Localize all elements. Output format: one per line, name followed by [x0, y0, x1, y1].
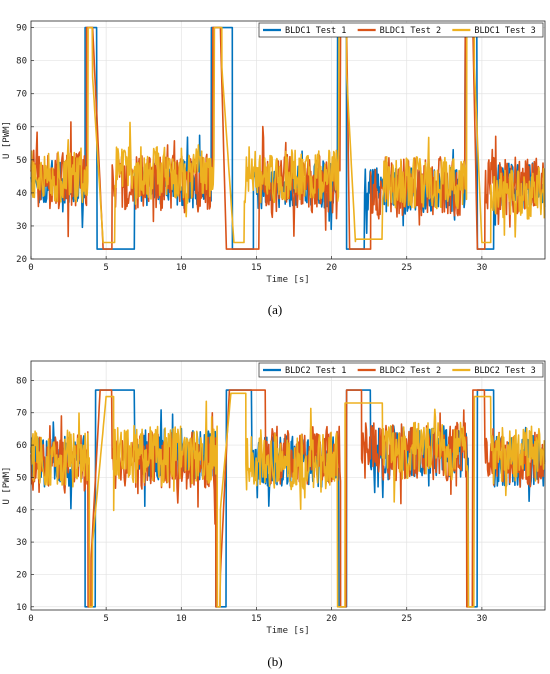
x-tick-label: 5	[103, 614, 108, 624]
caption-b: (b)	[267, 654, 282, 669]
axes-frame	[30, 360, 546, 611]
y-tick-label: 60	[16, 441, 27, 451]
series-line-test-1	[30, 389, 546, 608]
legend-label-test-1: BLDC1 Test 1	[285, 26, 346, 36]
legend-label-test-1: BLDC2 Test 1	[285, 366, 346, 376]
legend-label-test-3: BLDC2 Test 3	[474, 366, 535, 376]
x-tick-label: 15	[251, 614, 262, 624]
x-tick-label: 15	[251, 263, 262, 273]
caption-a: (a)	[268, 302, 282, 317]
y-tick-label: 40	[16, 506, 27, 516]
y-axis-label: U [PWM]	[2, 467, 12, 505]
y-tick-label: 80	[16, 57, 27, 67]
y-tick-label: 80	[16, 376, 27, 386]
y-tick-label: 50	[16, 473, 27, 483]
x-tick-label: 30	[476, 263, 487, 273]
x-tick-label: 0	[28, 263, 33, 273]
y-tick-label: 30	[16, 222, 27, 232]
plot-area	[31, 21, 545, 259]
chart-panel-a: 0 5 10 15 20 25 30 20 30 40 50 60 70 80 90 Time [s] U [P…	[2, 20, 546, 285]
x-axis-label: Time [s]	[266, 626, 309, 636]
x-tick-label: 20	[326, 614, 337, 624]
legend-label-test-2: BLDC2 Test 2	[380, 366, 441, 376]
legend	[258, 22, 544, 38]
legend-label-test-2: BLDC1 Test 2	[380, 26, 441, 36]
y-tick-label: 60	[16, 123, 27, 133]
series-line-test-3	[30, 392, 546, 608]
x-tick-label: 0	[28, 614, 33, 624]
x-tick-label: 30	[476, 614, 487, 624]
y-tick-label: 50	[16, 156, 27, 166]
x-tick-label: 25	[401, 263, 412, 273]
x-axis-label: Time [s]	[266, 275, 309, 285]
plot-area	[31, 361, 545, 610]
y-tick-label: 70	[16, 90, 27, 100]
y-tick-label: 90	[16, 24, 27, 34]
y-tick-label: 40	[16, 189, 27, 199]
y-tick-label: 10	[16, 603, 27, 613]
y-tick-label: 20	[16, 255, 27, 265]
x-tick-label: 20	[326, 263, 337, 273]
x-tick-label: 25	[401, 614, 412, 624]
legend-label-test-3: BLDC1 Test 3	[474, 26, 535, 36]
chart-panel-b: 0 5 10 15 20 25 30 10 20 30 40 50 60 70 80 Time [s] U [P…	[2, 360, 546, 636]
series-line-test-3	[30, 26, 546, 244]
y-tick-label: 20	[16, 570, 27, 580]
y-tick-label: 70	[16, 409, 27, 419]
legend	[258, 362, 544, 378]
axes-frame	[30, 20, 546, 260]
x-tick-label: 10	[176, 263, 187, 273]
x-tick-label: 5	[103, 263, 108, 273]
y-axis-label: U [PWM]	[2, 121, 12, 159]
y-tick-label: 30	[16, 538, 27, 548]
x-tick-label: 10	[176, 614, 187, 624]
